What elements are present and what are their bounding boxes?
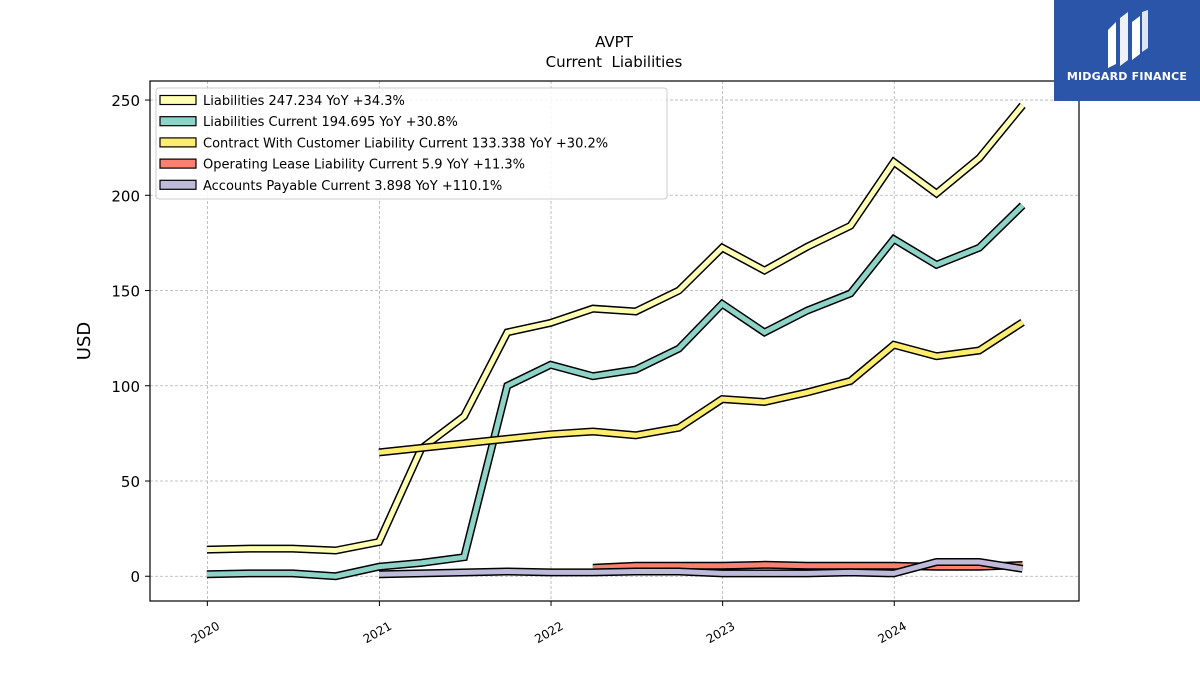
series-line	[206, 103, 1025, 554]
y-tick-label: 100	[111, 378, 140, 396]
series-line	[206, 203, 1025, 579]
legend-swatch	[159, 158, 197, 169]
y-tick-label: 0	[130, 568, 140, 586]
legend-label: Accounts Payable Current 3.898 YoY +110.…	[203, 179, 502, 194]
legend-box	[155, 87, 668, 200]
plot-frame	[149, 80, 1080, 602]
chart-title: AVPT	[595, 33, 634, 51]
x-tick-label: 2021	[361, 619, 394, 646]
legend-swatch	[159, 94, 197, 106]
legend-swatch	[159, 137, 197, 148]
logo-text: MIDGARD FINANCE	[1066, 70, 1188, 83]
legend: Liabilities 247.234 YoY +34.3% Liabilitie…	[155, 87, 668, 200]
legend-swatch	[159, 179, 197, 190]
series-line	[592, 562, 1023, 571]
series-line	[378, 559, 1023, 577]
legend-label: Operating Lease Liability Current 5.9 Yo…	[203, 158, 525, 173]
series-line-outline	[206, 202, 1026, 581]
series-liabilities-current	[206, 202, 1026, 581]
legend-swatch	[159, 116, 197, 127]
legend-label: Liabilities 247.234 YoY +34.3%	[203, 94, 405, 109]
y-tick-label: 200	[111, 187, 140, 205]
y-tick-label: 250	[111, 92, 140, 110]
series-group	[206, 102, 1026, 581]
series-line	[378, 320, 1024, 455]
y-axis-label: USD	[74, 322, 95, 360]
y-tick-label: 50	[121, 473, 140, 491]
x-tick-label: 2020	[189, 619, 222, 646]
series-liabilities	[206, 102, 1026, 555]
legend-label: Contract With Customer Liability Current…	[203, 136, 608, 151]
series-contract-with-customer-liability-current	[378, 318, 1025, 457]
series-operating-lease-liability-current	[592, 560, 1023, 572]
y-tick-label: 150	[111, 283, 140, 301]
chart-subtitle: Current Liabilities	[546, 53, 683, 71]
x-tick-label: 2022	[532, 619, 565, 646]
brand-logo: MIDGARD FINANCE	[1054, 0, 1200, 101]
legend-label: Liabilities Current 194.695 YoY +30.8%	[203, 115, 458, 130]
x-tick-label: 2024	[876, 619, 909, 646]
x-tick-label: 2023	[704, 619, 737, 646]
midgard-logo-icon	[1108, 10, 1148, 68]
series-accounts-payable-current	[378, 558, 1024, 579]
